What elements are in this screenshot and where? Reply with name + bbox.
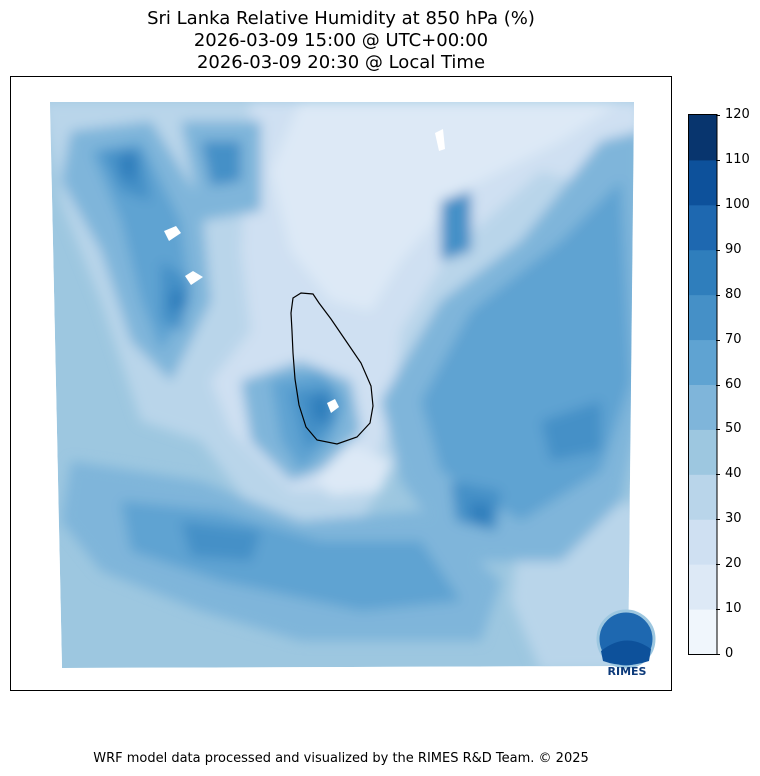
colorbar-segment: [689, 294, 717, 341]
colorbar-tick-mark: [716, 609, 720, 611]
svg-text:RIMES: RIMES: [608, 665, 647, 678]
colorbar-tick-mark: [716, 294, 720, 296]
colorbar-segment: [689, 249, 717, 296]
colorbar-tick-label: 40: [725, 466, 742, 482]
title-line-1: Sri Lanka Relative Humidity at 850 hPa (…: [147, 8, 535, 29]
map-panel: RIMES: [10, 76, 672, 691]
title-line-2: 2026-03-09 15:00 @ UTC+00:00: [193, 30, 489, 51]
colorbar-tick-label: 120: [725, 107, 750, 122]
colorbar-tick-label: 50: [725, 421, 742, 437]
colorbar-segment: [689, 519, 717, 565]
title-line-3: 2026-03-09 20:30 @ Local Time: [196, 52, 486, 73]
colorbar-tick-label: 80: [725, 286, 742, 302]
colorbar-tick-mark: [716, 115, 720, 116]
humidity-field: RIMES: [50, 102, 656, 678]
colorbar-tick-mark: [716, 429, 720, 431]
colorbar-tick-label: 90: [725, 241, 742, 257]
colorbar-tick-mark: [716, 204, 720, 206]
colorbar: [688, 114, 718, 655]
colorbar-tick-mark: [716, 519, 720, 521]
colorbar-segment: [689, 609, 717, 655]
colorbar-tick-mark: [716, 339, 720, 341]
colorbar-segment: [689, 115, 717, 161]
colorbar-tick-mark: [716, 384, 720, 386]
colorbar-segment: [689, 429, 717, 475]
colorbar-tick-label: 10: [725, 601, 742, 617]
colorbar-tick-label: 30: [725, 511, 742, 527]
colorbar-tick-label: 70: [725, 331, 742, 347]
colorbar-segment: [689, 339, 717, 385]
colorbar-tick-label: 60: [725, 376, 742, 392]
rimes-logo: RIMES: [596, 609, 656, 678]
colorbar-tick-label: 20: [725, 556, 742, 572]
colorbar-tick-label: 100: [725, 196, 750, 212]
colorbar-segment: [689, 159, 717, 206]
colorbar-tick-label: 110: [725, 151, 750, 167]
colorbar-tick-label: 0: [725, 646, 734, 661]
colorbar-segment: [689, 204, 717, 251]
colorbar-segment: [689, 474, 717, 520]
colorbar-segment: [689, 564, 717, 610]
colorbar-tick-mark: [716, 564, 720, 566]
colorbar-tick-mark: [716, 159, 720, 161]
colorbar-segment: [689, 384, 717, 430]
colorbar-tick-mark: [716, 474, 720, 476]
footer-credit: WRF model data processed and visualized …: [93, 751, 589, 766]
colorbar-tick-mark: [716, 249, 720, 251]
colorbar-tick-mark: [716, 654, 720, 655]
sri-lanka-coastline: [290, 292, 374, 445]
